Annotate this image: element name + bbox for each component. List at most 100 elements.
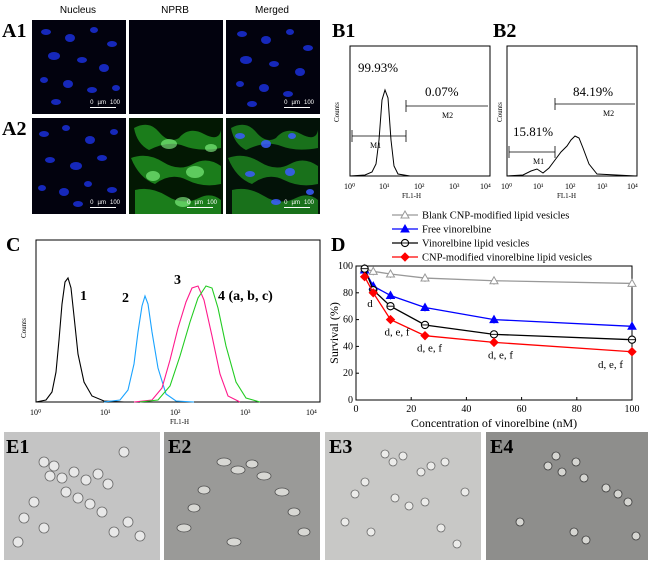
- b1-histogram-curve: [349, 88, 490, 177]
- c-tick: 10¹: [100, 408, 111, 417]
- d-xlabel: Concentration of vinorelbine (nM): [411, 416, 577, 430]
- d-data-point: [627, 321, 637, 330]
- d-annotation: d, e, f: [488, 349, 513, 361]
- panel-label-b1: B1: [332, 20, 356, 42]
- panel-label-c: C: [6, 234, 21, 256]
- c-curve-4: [139, 285, 261, 403]
- micrograph-e4: [486, 432, 648, 560]
- d-data-point: [420, 273, 430, 282]
- c-plot-frame: [35, 239, 321, 403]
- d-data-point: [359, 272, 370, 282]
- micrograph-a1-nucleus: 0 µm 100: [32, 20, 126, 114]
- scale-bar-text: 0 µm 100: [284, 100, 314, 106]
- b1-gate-m2: M2: [442, 111, 453, 120]
- d-y-tick-label: 40: [343, 341, 353, 352]
- d-data-point: [489, 314, 499, 324]
- d-annotation: d, e, f: [417, 343, 442, 355]
- d-data-point: [627, 347, 637, 357]
- scale-bar-text: 0 µm 100: [90, 200, 120, 206]
- d-legend-marker: [400, 223, 410, 233]
- c-tick: 10⁴: [306, 408, 317, 417]
- c-tick: 10²: [170, 408, 181, 417]
- panel-label-e4: E4: [490, 436, 514, 458]
- d-annotation: d: [367, 298, 373, 310]
- c-curve-1: [35, 276, 125, 403]
- b1-pct-m1: 99.93%: [358, 60, 398, 75]
- histogram-b2: M1 M2 84.19% 15.81% Counts FL1-H 10⁰ 10¹…: [496, 45, 638, 200]
- micrograph-a2-nucleus: 0 µm 100: [32, 118, 126, 214]
- d-data-point: [385, 269, 396, 278]
- c-curve-2: [103, 294, 195, 403]
- panel-label-d: D: [331, 234, 346, 256]
- d-y-tick-label: 60: [343, 315, 353, 326]
- b1-tick: 10¹: [379, 182, 390, 191]
- d-x-tick-label: 0: [354, 404, 359, 415]
- b2-pct-m2: 84.19%: [573, 84, 613, 99]
- b2-pct-m1: 15.81%: [513, 124, 553, 139]
- micrograph-a1-nprb: [129, 20, 223, 114]
- c-curve-label-1: 1: [80, 289, 87, 304]
- panel-label-a1: A1: [2, 20, 27, 42]
- column-header-nprb: NPRB: [161, 5, 189, 16]
- column-header-merged: Merged: [255, 5, 289, 16]
- panel-label-e3: E3: [329, 436, 353, 458]
- d-data-point: [420, 302, 430, 312]
- micrograph-e1: [4, 432, 160, 560]
- d-data-point: [489, 337, 499, 348]
- c-curve-label-2: 2: [122, 291, 129, 306]
- column-header-nucleus: Nucleus: [59, 5, 97, 16]
- b1-tick: 10⁰: [344, 182, 355, 191]
- d-data-point: [368, 288, 378, 298]
- b2-tick: 10³: [597, 182, 608, 191]
- b1-gate-m1: M1: [370, 141, 381, 150]
- c-ylabel: Counts: [20, 318, 28, 338]
- c-curve-label-4: 4 (a, b, c): [218, 289, 273, 304]
- d-data-point: [489, 275, 499, 285]
- b2-tick: 10²: [565, 182, 576, 191]
- micrograph-e3: [325, 432, 481, 560]
- b1-pct-m2: 0.07%: [425, 84, 459, 99]
- micrograph-a2-merged: 0 µm 100: [226, 118, 320, 214]
- d-data-point: [385, 290, 396, 299]
- b2-histogram-curve: [506, 135, 638, 177]
- b1-xlabel: FL1-H: [402, 192, 421, 200]
- b2-gate-m1: M1: [533, 157, 544, 166]
- d-legend-entry: Free vinorelbine: [422, 225, 491, 236]
- c-xlabel: FL1-H: [170, 418, 189, 426]
- micrograph-a1-merged: 0 µm 100: [226, 20, 320, 114]
- d-data-point: [368, 266, 379, 275]
- d-y-tick-label: 80: [343, 288, 353, 299]
- d-ylabel: Survival (%): [328, 302, 341, 364]
- d-y-tick-label: 0: [348, 395, 353, 406]
- b2-tick: 10¹: [533, 182, 544, 191]
- c-curve-label-3: 3: [174, 273, 181, 288]
- d-annotation: d, e, f: [598, 359, 623, 371]
- panel-label-b2: B2: [493, 20, 517, 42]
- micrograph-a2-nprb: 0 µm 100: [129, 118, 223, 214]
- d-data-point: [627, 278, 637, 287]
- c-tick: 10⁰: [30, 408, 41, 417]
- d-legend-entry: Vinorelbine lipid vesicles: [422, 239, 529, 250]
- d-x-tick-label: 60: [517, 404, 527, 415]
- d-legend-marker: [400, 252, 410, 262]
- histogram-c: 1 2 3 4 (a, b, c) Counts FL1-H 10⁰ 10¹ 1…: [20, 239, 321, 426]
- b2-gate-m2: M2: [603, 109, 614, 118]
- c-tick: 10³: [240, 408, 251, 417]
- d-series-line-1: [364, 268, 633, 285]
- d-series-line-2: [364, 269, 633, 327]
- d-x-tick-label: 20: [406, 404, 416, 415]
- d-annotation: d, e, f: [385, 327, 410, 339]
- d-data-point: [385, 314, 396, 325]
- scale-bar-text: 0 µm 100: [284, 200, 314, 206]
- d-plot-frame: [355, 265, 633, 401]
- survival-line-chart: 0 20 40 60 80 100 0 20 40 60 80 100 Concentration of…: [328, 209, 640, 430]
- b1-ylabel: Counts: [333, 102, 341, 122]
- d-data-point: [420, 330, 430, 341]
- histogram-b1: M1 M2 99.93% 0.07% Counts FL1-H 10⁰ 10¹ …: [333, 45, 491, 200]
- d-legend-entry: CNP-modified vinorelbine lipid vesicles: [422, 253, 592, 264]
- panel-label-e1: E1: [6, 436, 30, 458]
- b1-tick: 10²: [414, 182, 425, 191]
- d-legend-marker: [400, 209, 410, 219]
- b2-plot-frame: [506, 45, 638, 177]
- d-y-tick-label: 100: [338, 261, 353, 272]
